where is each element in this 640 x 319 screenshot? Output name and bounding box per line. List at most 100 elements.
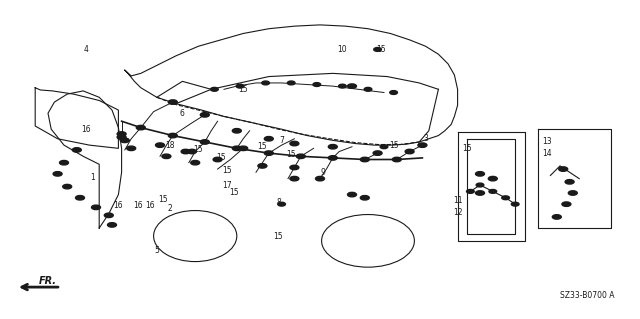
Circle shape: [200, 113, 209, 117]
Circle shape: [405, 149, 414, 154]
Text: 15: 15: [376, 45, 386, 54]
Circle shape: [60, 160, 68, 165]
Circle shape: [156, 143, 164, 147]
Circle shape: [117, 135, 126, 139]
Circle shape: [117, 132, 126, 136]
Circle shape: [313, 83, 321, 86]
Text: 13: 13: [542, 137, 552, 146]
Text: 18: 18: [165, 141, 174, 150]
Circle shape: [296, 154, 305, 159]
Circle shape: [191, 160, 200, 165]
Circle shape: [236, 84, 244, 88]
Circle shape: [188, 149, 196, 154]
Circle shape: [488, 176, 497, 181]
Circle shape: [136, 125, 145, 130]
Circle shape: [53, 172, 62, 176]
Circle shape: [200, 140, 209, 144]
Circle shape: [168, 133, 177, 138]
Text: 15: 15: [222, 166, 232, 175]
Circle shape: [120, 138, 129, 143]
Circle shape: [290, 176, 299, 181]
Circle shape: [511, 202, 519, 206]
Text: 5: 5: [154, 246, 159, 255]
Text: 10: 10: [337, 45, 348, 54]
Text: 4: 4: [84, 45, 89, 54]
Text: 17: 17: [222, 181, 232, 189]
Circle shape: [76, 196, 84, 200]
Circle shape: [232, 129, 241, 133]
Circle shape: [559, 167, 568, 171]
Text: 15: 15: [228, 189, 239, 197]
Text: 9: 9: [321, 168, 326, 177]
Circle shape: [258, 164, 267, 168]
Circle shape: [213, 157, 222, 162]
Circle shape: [232, 146, 241, 151]
Text: 15: 15: [286, 150, 296, 159]
Circle shape: [264, 151, 273, 155]
Circle shape: [374, 48, 381, 51]
Text: 16: 16: [145, 201, 156, 210]
Text: 2: 2: [167, 204, 172, 213]
Circle shape: [328, 156, 337, 160]
Circle shape: [502, 196, 509, 200]
Circle shape: [373, 151, 382, 155]
Text: SZ33-B0700 A: SZ33-B0700 A: [560, 291, 614, 300]
Circle shape: [262, 81, 269, 85]
Circle shape: [568, 191, 577, 195]
Text: 15: 15: [388, 141, 399, 150]
Text: 15: 15: [193, 145, 204, 154]
Circle shape: [348, 192, 356, 197]
Circle shape: [360, 157, 369, 162]
Text: 6: 6: [180, 109, 185, 118]
Circle shape: [287, 81, 295, 85]
Text: 7: 7: [279, 136, 284, 145]
Text: 14: 14: [542, 149, 552, 158]
Circle shape: [63, 184, 72, 189]
Circle shape: [181, 149, 190, 154]
Circle shape: [278, 202, 285, 206]
Circle shape: [72, 148, 81, 152]
Circle shape: [476, 183, 484, 187]
Circle shape: [290, 165, 299, 170]
Circle shape: [489, 189, 497, 193]
Circle shape: [392, 157, 401, 162]
Circle shape: [418, 143, 427, 147]
Text: 15: 15: [257, 142, 268, 151]
Circle shape: [467, 189, 474, 193]
Text: 15: 15: [273, 232, 284, 241]
Circle shape: [380, 145, 388, 149]
Text: 8: 8: [276, 198, 281, 207]
Circle shape: [476, 191, 484, 195]
Text: 16: 16: [113, 201, 124, 210]
Circle shape: [104, 213, 113, 218]
Circle shape: [364, 87, 372, 91]
Circle shape: [565, 180, 574, 184]
Text: 15: 15: [158, 195, 168, 204]
Text: 16: 16: [81, 125, 92, 134]
Circle shape: [127, 146, 136, 151]
Circle shape: [211, 87, 218, 91]
Circle shape: [562, 202, 571, 206]
Circle shape: [328, 145, 337, 149]
Circle shape: [316, 176, 324, 181]
Text: 15: 15: [216, 153, 226, 162]
Text: 11: 11: [453, 197, 462, 205]
Text: 1: 1: [90, 173, 95, 182]
Circle shape: [264, 137, 273, 141]
Circle shape: [168, 100, 177, 104]
Circle shape: [360, 196, 369, 200]
Circle shape: [162, 154, 171, 159]
Text: 16: 16: [132, 201, 143, 210]
Circle shape: [339, 84, 346, 88]
Circle shape: [476, 172, 484, 176]
Circle shape: [552, 215, 561, 219]
Circle shape: [108, 223, 116, 227]
Text: FR.: FR.: [39, 276, 57, 286]
Circle shape: [390, 91, 397, 94]
Circle shape: [92, 205, 100, 210]
Text: 15: 15: [238, 85, 248, 94]
Text: 15: 15: [462, 144, 472, 153]
Circle shape: [239, 146, 248, 151]
Text: 3: 3: [423, 134, 428, 143]
Circle shape: [348, 84, 356, 88]
